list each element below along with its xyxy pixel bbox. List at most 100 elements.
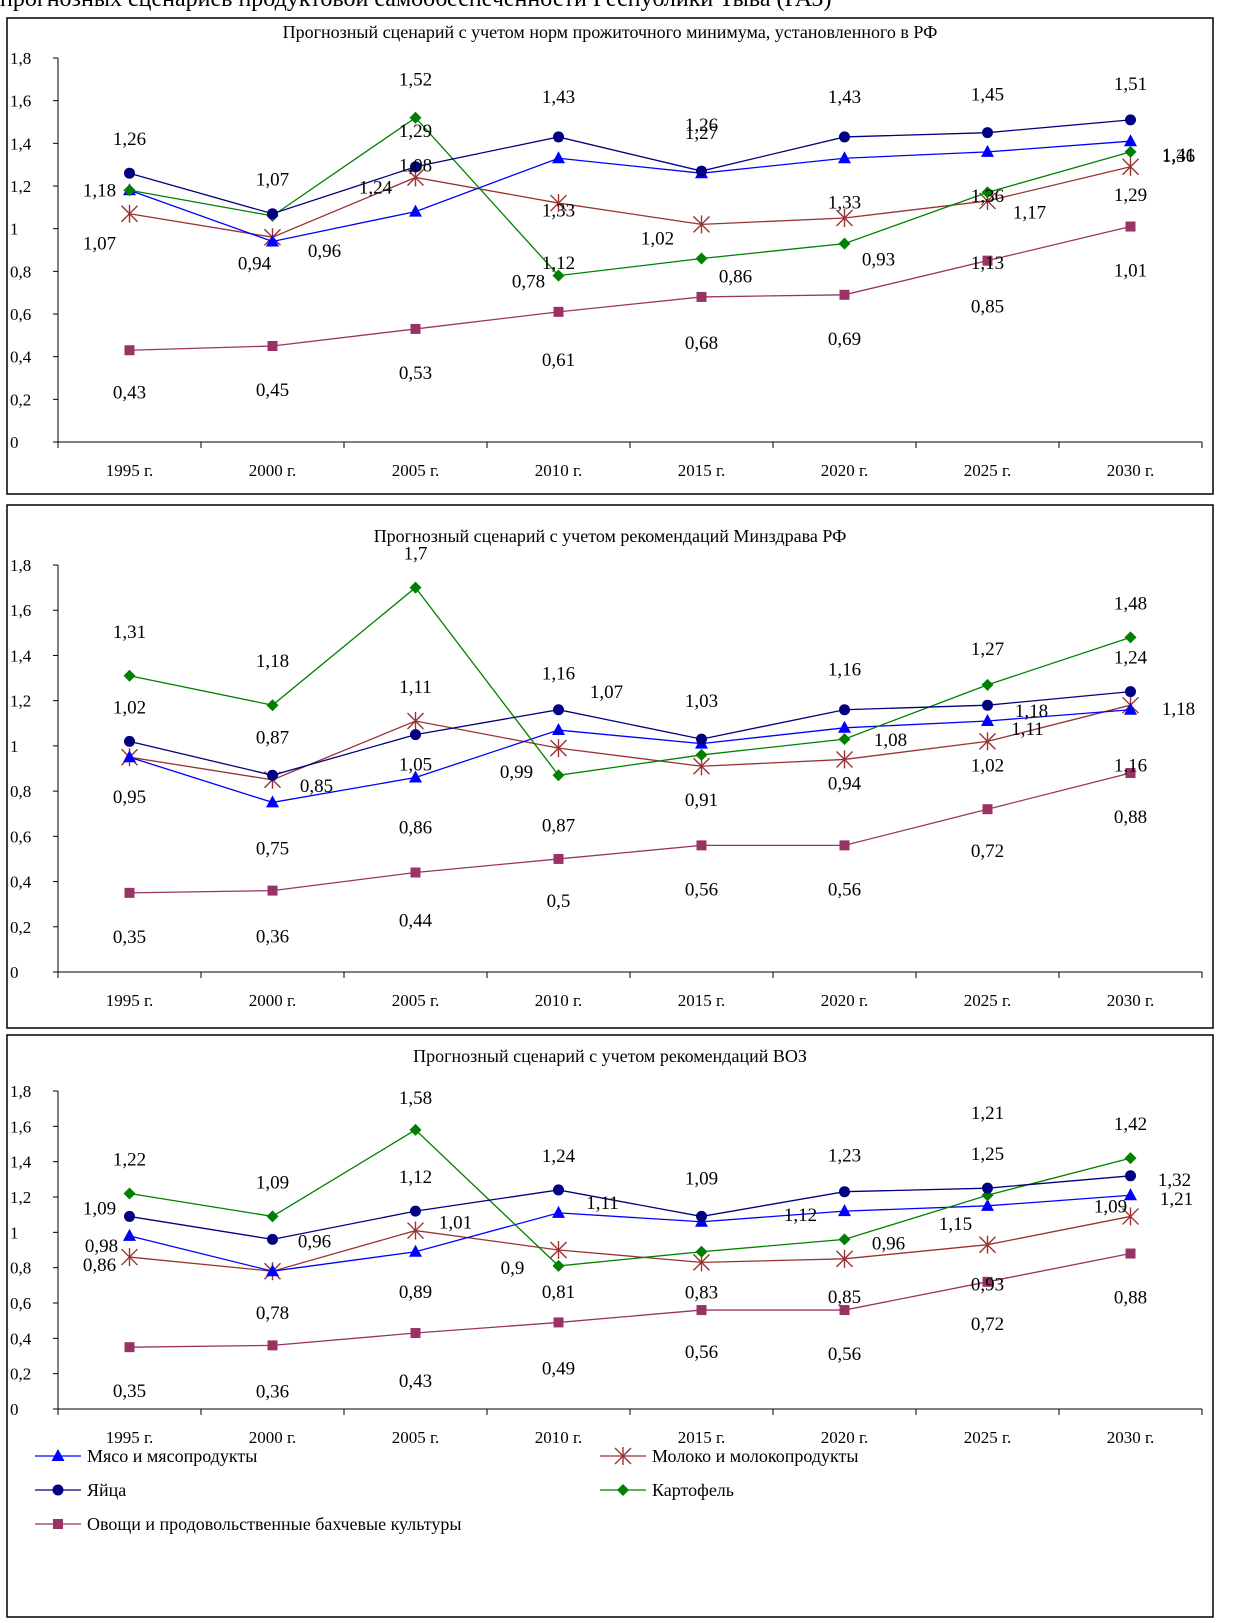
data-point-potato (695, 1245, 708, 1258)
data-point-veg (982, 1276, 993, 1287)
x-tick-label: 2020 г. (821, 461, 869, 480)
data-point-eggs (553, 131, 564, 143)
data-label-potato: 1,52 (399, 70, 432, 91)
legend-label: Овощи и продовольственные бахчевые культ… (87, 1514, 462, 1534)
y-tick-label: 0,4 (10, 348, 32, 367)
data-point-potato (266, 699, 279, 712)
data-point-meat (981, 144, 994, 157)
data-label-eggs: 1,18 (1015, 701, 1048, 722)
data-point-veg (267, 885, 278, 896)
data-point-milk (550, 194, 567, 213)
data-label-potato: 1,58 (399, 1088, 432, 1109)
data-point-potato (838, 733, 851, 746)
data-point-veg (982, 255, 993, 266)
data-label-potato: 1,27 (971, 639, 1004, 660)
legend-marker-meat (51, 1449, 65, 1461)
y-tick-label: 0,6 (10, 827, 31, 846)
data-label-eggs: 1,05 (399, 755, 432, 776)
data-label-potato: 1,36 (1162, 146, 1195, 167)
data-point-potato (981, 678, 994, 691)
data-label-meat: 0,89 (399, 1282, 432, 1303)
data-label-eggs: 1,09 (685, 1168, 718, 1189)
data-point-veg (696, 1305, 707, 1316)
data-label-milk: 0,9 (501, 1258, 525, 1279)
data-label-milk: 1,02 (641, 228, 674, 249)
data-label-eggs: 1,51 (1114, 74, 1147, 95)
data-point-eggs (553, 1184, 564, 1196)
data-point-milk (550, 1241, 567, 1259)
data-label-eggs: 1,16 (542, 664, 575, 685)
series-line-meat (129, 709, 1131, 804)
data-point-potato (838, 1233, 851, 1246)
data-label-veg: 0,53 (399, 363, 432, 384)
data-point-milk (550, 739, 567, 758)
data-label-veg: 0,35 (113, 927, 146, 948)
y-tick-label: 0,8 (10, 782, 31, 801)
legend-label: Яйца (87, 1480, 126, 1500)
data-label-meat: 1,16 (1114, 756, 1147, 777)
x-tick-label: 1995 г. (106, 991, 154, 1010)
y-tick-label: 0,4 (10, 873, 32, 892)
series-line-milk (129, 166, 1131, 238)
data-point-veg (124, 887, 135, 898)
data-label-veg: 0,68 (685, 333, 718, 354)
data-label-eggs: 1,23 (828, 1146, 861, 1167)
data-label-eggs: 1,43 (542, 87, 575, 108)
data-point-veg (696, 840, 707, 851)
page-header-text: прогнозных сценариев продуктовой самообе… (0, 0, 832, 13)
data-label-eggs: 1,03 (685, 691, 718, 712)
x-tick-label: 2025 г. (964, 461, 1012, 480)
y-tick-label: 0,6 (10, 305, 31, 324)
data-point-eggs (553, 704, 564, 716)
y-tick-label: 0,2 (10, 390, 31, 409)
data-label-meat: 1,08 (874, 730, 907, 751)
data-point-potato (123, 184, 136, 197)
legend-item-veg: Овощи и продовольственные бахчевые культ… (35, 1514, 462, 1534)
data-point-eggs (124, 167, 135, 179)
data-label-milk: 0,85 (300, 776, 333, 797)
data-label-milk: 1,09 (1094, 1196, 1127, 1217)
data-point-eggs (267, 1233, 278, 1245)
data-label-eggs: 1,16 (828, 660, 861, 681)
data-point-potato (552, 1259, 565, 1272)
data-label-milk: 1,18 (1162, 699, 1195, 720)
data-label-milk: 0,91 (685, 790, 718, 811)
data-point-eggs (982, 1182, 993, 1194)
data-label-eggs: 1,25 (971, 1144, 1004, 1165)
data-point-milk (121, 204, 138, 223)
data-point-milk (693, 215, 710, 234)
data-point-milk (979, 1235, 996, 1254)
data-label-potato: 1,18 (256, 651, 289, 672)
legend-marker-milk (614, 1447, 632, 1465)
data-label-veg: 0,35 (113, 1381, 146, 1402)
y-tick-label: 1 (10, 220, 19, 239)
data-point-eggs (839, 1186, 850, 1198)
chart-frame (6, 1034, 1214, 1618)
data-point-eggs (1125, 114, 1136, 126)
data-point-meat (552, 723, 565, 736)
y-tick-label: 1 (10, 737, 19, 756)
data-label-milk: 0,78 (256, 1303, 289, 1324)
data-point-milk (407, 1221, 424, 1240)
data-label-eggs: 0,96 (298, 1231, 331, 1252)
data-label-meat: 0,75 (256, 838, 289, 859)
data-point-eggs (410, 1205, 421, 1217)
data-point-eggs (696, 1210, 707, 1222)
data-point-veg (410, 867, 421, 878)
data-point-veg (267, 341, 278, 351)
data-label-veg: 0,44 (399, 911, 433, 932)
data-label-milk: 0,95 (113, 787, 146, 808)
data-label-potato: 1,31 (113, 622, 146, 643)
data-point-milk (979, 732, 996, 751)
data-label-milk: 0,94 (828, 773, 862, 794)
y-tick-label: 1,6 (10, 92, 31, 111)
data-label-eggs: 1,26 (113, 129, 146, 150)
data-point-potato (409, 1123, 422, 1136)
data-label-milk: 1,12 (542, 253, 575, 274)
data-label-veg: 0,43 (399, 1371, 432, 1392)
data-point-potato (409, 581, 422, 594)
y-tick-label: 1,8 (10, 49, 31, 68)
y-tick-label: 1 (10, 1223, 19, 1242)
data-point-potato (981, 186, 994, 199)
